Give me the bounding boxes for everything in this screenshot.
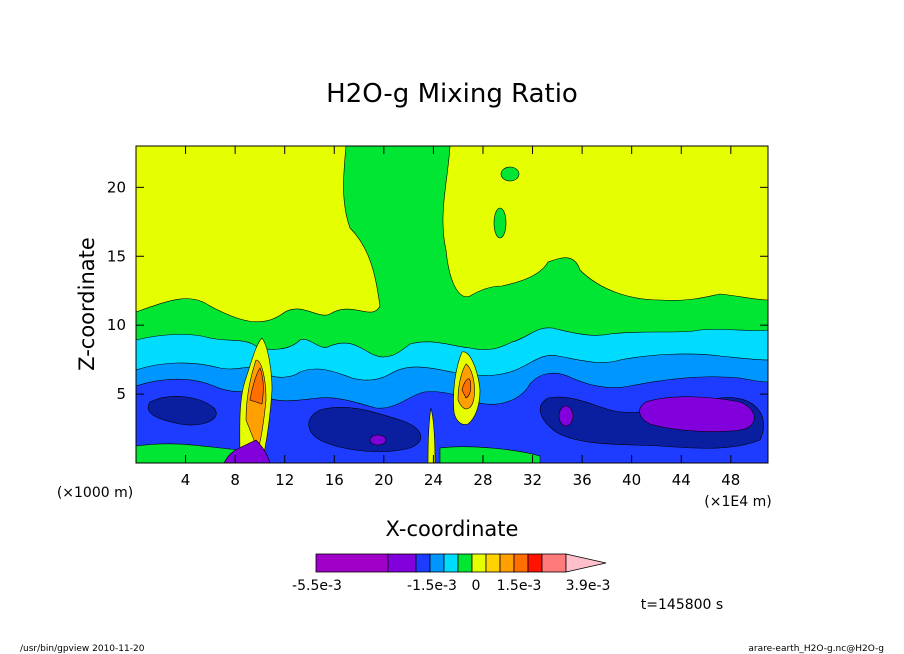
- contour-purple-small-b: [369, 434, 387, 446]
- contour-blob-b: [493, 207, 507, 239]
- footer-left: /usr/bin/gpview 2010-11-20: [20, 644, 145, 654]
- x-tick-label: 36: [573, 471, 592, 489]
- colorbar-segment: [443, 553, 459, 573]
- x-tick-label: 12: [275, 471, 294, 489]
- plot-frame: [135, 145, 769, 464]
- y-tick-label: 20: [107, 178, 126, 196]
- x-tick-label: 32: [523, 471, 542, 489]
- y-tick-label: 15: [107, 247, 126, 265]
- plume-right-core: [461, 378, 472, 399]
- contour-level-purple: [639, 396, 755, 432]
- colorbar-segment: [513, 553, 529, 573]
- x-tick-label: 20: [374, 471, 393, 489]
- colorbar-segment: [429, 553, 445, 573]
- x-tick-label: 44: [672, 471, 691, 489]
- x-tick-label: 48: [721, 471, 740, 489]
- x-axis-label: X-coordinate: [386, 517, 519, 541]
- x-unit-left: (×1000 m): [57, 485, 133, 501]
- colorbar-segment: [541, 553, 567, 573]
- colorbar-segment: [457, 553, 473, 573]
- footer-right: arare-earth_H2O-g.nc@H2O-g: [748, 644, 884, 654]
- contour-fill: [136, 146, 768, 463]
- colorbar-label-4: 1.5e-3: [497, 578, 542, 594]
- plume-center-column: [427, 407, 436, 463]
- y-axis-label: Z-coordinate: [75, 237, 99, 371]
- colorbar-label-1: -5.5e-3: [292, 578, 342, 594]
- x-tick-label: 24: [424, 471, 443, 489]
- plume-left-core: [249, 367, 264, 405]
- x-tick-label: 16: [325, 471, 344, 489]
- colorbar-label-5: 3.9e-3: [566, 578, 611, 594]
- x-unit-right: (×1E4 m): [704, 494, 771, 510]
- colorbar-label-3: 0: [472, 578, 481, 594]
- x-tick-label: 8: [230, 471, 240, 489]
- colorbar-segment: [485, 553, 501, 573]
- contour-level-darkblue-a: [147, 396, 217, 426]
- colorbar-arrow: [565, 553, 607, 573]
- colorbar-segment: [415, 553, 431, 573]
- contour-blob-a: [500, 166, 520, 182]
- colorbar-label-2: -1.5e-3: [407, 578, 457, 594]
- colorbar: [315, 553, 607, 573]
- time-label: t=145800 s: [641, 597, 723, 613]
- colorbar-segment: [527, 553, 543, 573]
- contour-purple-small: [558, 405, 574, 427]
- y-tick-label: 10: [107, 316, 126, 334]
- colorbar-segment: [315, 553, 389, 573]
- x-tick-label: 28: [473, 471, 492, 489]
- contour-bottom-green-b: [439, 446, 541, 463]
- contour-level-darkblue-b: [308, 407, 422, 452]
- chart-title: H2O-g Mixing Ratio: [326, 79, 578, 109]
- colorbar-segment: [387, 553, 417, 573]
- x-tick-label: 40: [622, 471, 641, 489]
- y-tick-label: 5: [116, 385, 126, 403]
- x-tick-label: 4: [181, 471, 191, 489]
- colorbar-segment: [499, 553, 515, 573]
- colorbar-segment: [471, 553, 487, 573]
